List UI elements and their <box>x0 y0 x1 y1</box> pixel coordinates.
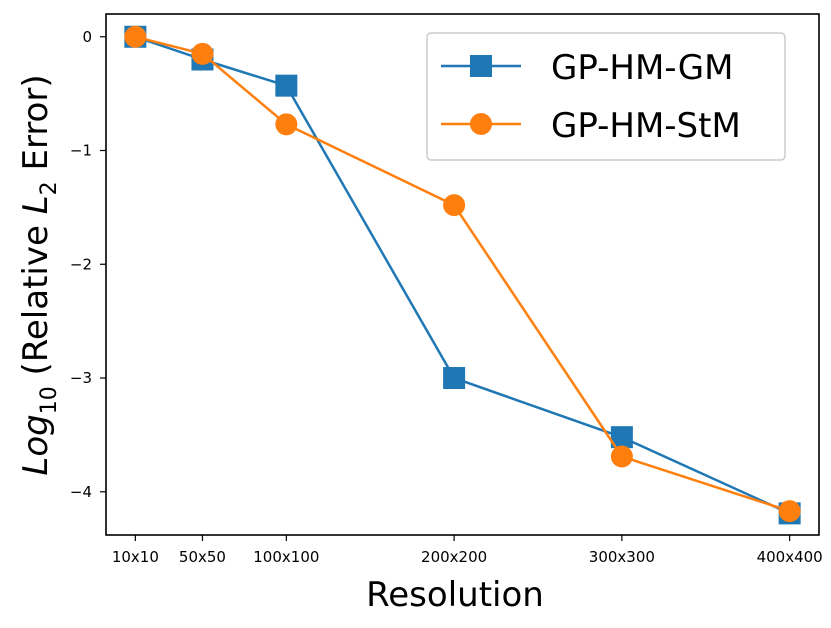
y-tick-label: 0 <box>82 28 92 46</box>
legend-entry-gp-hm-gm: GP-HM-GM <box>441 48 733 88</box>
x-tick-label: 200x200 <box>421 548 487 566</box>
data-point-gp-hm-stm <box>124 25 147 48</box>
legend-entry-gp-hm-stm: GP-HM-StM <box>441 106 741 146</box>
data-point-gp-hm-stm <box>443 194 466 217</box>
data-point-gp-hm-gm <box>610 426 633 449</box>
data-point-gp-hm-stm <box>610 445 633 468</box>
series-line-gp-hm-gm <box>134 35 791 515</box>
data-point-gp-hm-stm <box>275 113 298 136</box>
plot-frame <box>105 13 820 536</box>
legend-marker-square <box>470 55 492 77</box>
legend-label-gp-hm-stm: GP-HM-StM <box>551 106 741 146</box>
data-point-gp-hm-gm <box>275 74 298 97</box>
x-tick-label: 50x50 <box>179 548 226 566</box>
y-axis-label: Log10 (Relative L2 Error) <box>16 74 62 475</box>
data-point-gp-hm-stm <box>191 42 214 65</box>
legend-marker-circle <box>470 113 492 135</box>
series-gp-hm-stm <box>124 25 801 523</box>
data-point-gp-hm-gm <box>443 367 466 390</box>
y-tick-label: −2 <box>70 255 92 273</box>
x-tick-label: 10x10 <box>112 548 159 566</box>
x-tick-label: 100x100 <box>253 548 319 566</box>
data-point-gp-hm-stm <box>778 500 801 523</box>
x-tick-label: 400x400 <box>757 548 823 566</box>
series-layer <box>124 25 801 525</box>
x-tick-label: 300x300 <box>589 548 655 566</box>
series-line-gp-hm-stm <box>135 35 790 513</box>
x-axis-label: Resolution <box>366 575 544 615</box>
y-tick-label: −1 <box>70 142 92 160</box>
y-tick-label: −3 <box>70 369 92 387</box>
legend-label-gp-hm-gm: GP-HM-GM <box>551 48 733 88</box>
legend: GP-HM-GM GP-HM-StM <box>426 32 786 161</box>
y-tick-label: −4 <box>70 483 92 501</box>
tick-layer: 10x10 50x50 100x100 200x200 300x300 400x400 0 −… <box>70 28 823 566</box>
